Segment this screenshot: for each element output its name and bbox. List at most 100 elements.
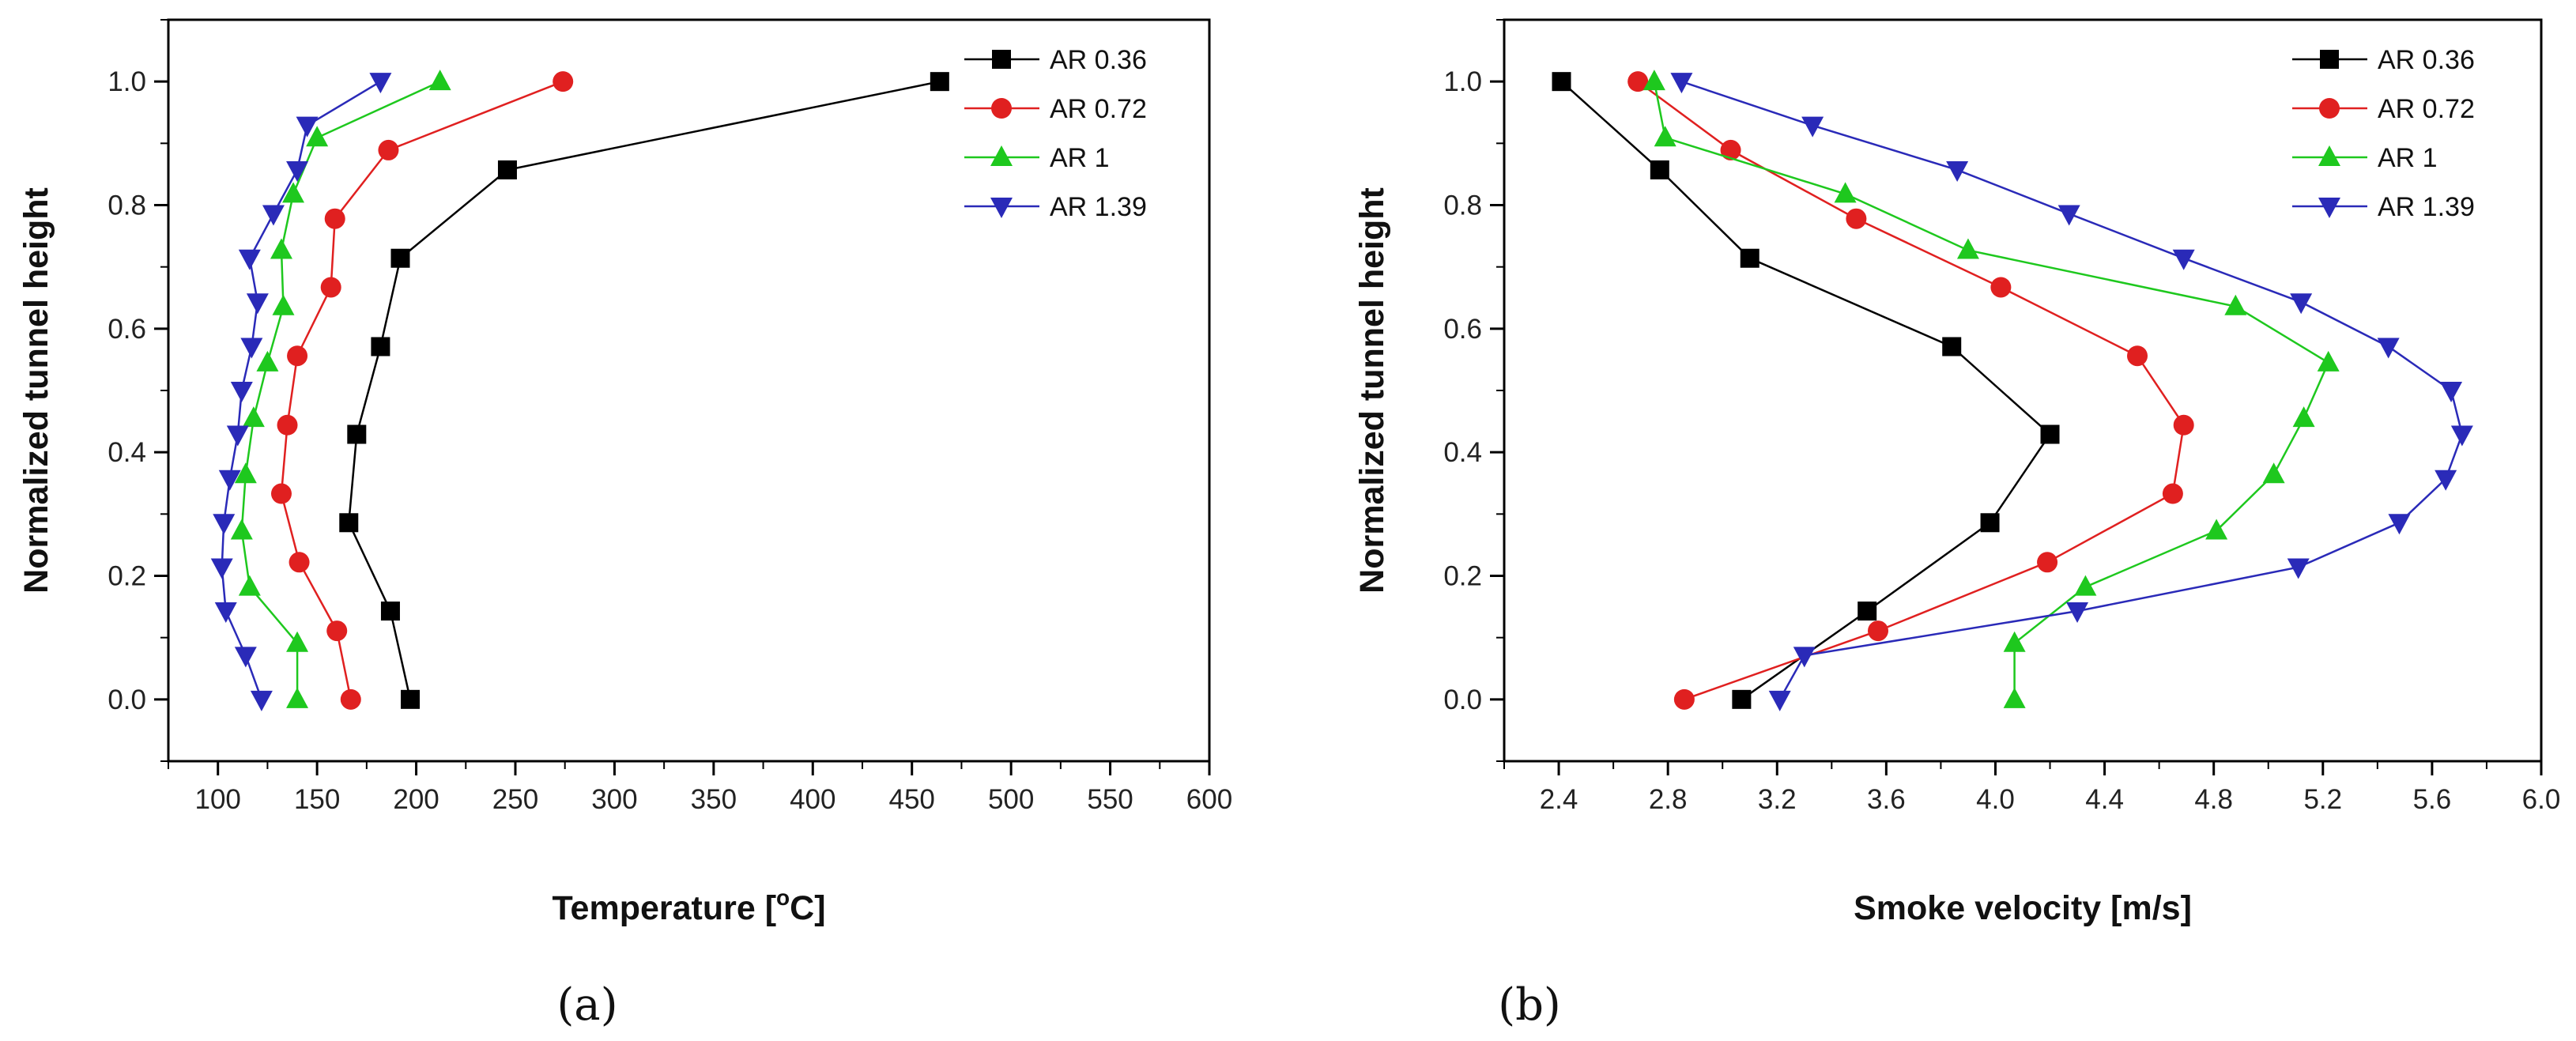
data-point — [347, 424, 367, 444]
data-point — [378, 139, 399, 160]
data-point — [2173, 414, 2194, 436]
data-point — [286, 687, 309, 708]
data-point — [1801, 116, 1824, 138]
x-tick-label: 550 — [1087, 784, 1133, 815]
series-ar-1 — [1643, 70, 2340, 708]
y-tick-label: 1.0 — [107, 66, 146, 97]
data-point — [1670, 73, 1693, 94]
x-axis-title-unit: C] — [790, 889, 825, 927]
data-point — [930, 72, 949, 92]
data-point — [1673, 688, 1695, 710]
data-point — [213, 514, 236, 535]
data-point — [1846, 208, 1867, 229]
data-point — [238, 249, 261, 270]
data-point — [1768, 690, 1791, 711]
x-tick-label: 5.2 — [2303, 784, 2342, 815]
data-point — [2127, 345, 2148, 367]
x-tick-label: 5.6 — [2413, 784, 2452, 815]
data-point — [1834, 182, 1857, 203]
data-point — [2440, 382, 2463, 402]
x-tick-label: 100 — [195, 784, 241, 815]
x-axis: 100 150 200 250 300 350 400 450 500 550 600 — [168, 761, 1232, 815]
data-point — [272, 294, 295, 315]
legend-item-ar-0-36: AR 0.36 — [964, 45, 1147, 75]
y-tick-label: 0.0 — [1443, 685, 1482, 715]
legend-item-ar-0-36: AR 0.36 — [2292, 45, 2475, 75]
x-tick-label: 2.8 — [1649, 784, 1688, 815]
data-point — [1793, 647, 1816, 668]
y-tick-label: 0.2 — [1443, 561, 1482, 592]
x-axis-title: Temperature [oC] — [552, 885, 825, 927]
data-point — [371, 337, 390, 356]
data-point — [2224, 294, 2247, 315]
data-point — [2450, 425, 2473, 447]
plot-frame — [167, 18, 1211, 763]
data-point — [2003, 631, 2026, 652]
data-point — [2057, 205, 2080, 226]
data-point — [277, 414, 298, 436]
legend-marker — [2318, 145, 2340, 166]
panel-a-temperature-chart: 100 150 200 250 300 350 400 450 500 550 6000.00.20… — [17, 18, 1232, 1031]
data-point — [1650, 160, 1669, 179]
data-point — [218, 470, 241, 491]
data-point — [286, 631, 309, 652]
x-tick-label: 2.4 — [1540, 784, 1578, 815]
series-ar-0-72 — [1627, 71, 2194, 710]
series-line — [1653, 81, 2330, 700]
y-axis-title: Normalized tunnel height — [17, 187, 55, 594]
y-tick-label: 1.0 — [1443, 66, 1482, 97]
x-tick-label: 400 — [790, 784, 835, 815]
data-point — [238, 575, 261, 596]
legend-marker — [991, 98, 1012, 119]
y-tick-label: 0.8 — [1443, 190, 1482, 221]
data-point — [1740, 248, 1759, 268]
data-point — [270, 483, 292, 504]
data-point — [289, 552, 310, 573]
data-point — [270, 238, 292, 259]
series-ar-1-39 — [1670, 73, 2473, 711]
data-point — [1552, 72, 1571, 92]
y-tick-label: 0.4 — [1443, 437, 1482, 468]
legend-marker — [990, 198, 1013, 218]
x-tick-label: 4.0 — [1976, 784, 2015, 815]
x-tick-label: 200 — [393, 784, 439, 815]
legend-label: AR 0.72 — [2378, 94, 2475, 124]
series-line — [1560, 81, 2052, 700]
series-ar-1-39 — [210, 73, 392, 711]
data-point — [2262, 462, 2285, 484]
data-point — [2290, 293, 2313, 315]
data-point — [2205, 519, 2228, 540]
x-tick-label: 6.0 — [2522, 784, 2561, 815]
legend-marker — [2320, 50, 2339, 69]
data-point — [369, 73, 392, 94]
data-point — [2377, 338, 2400, 359]
data-point — [390, 248, 410, 268]
data-point — [1643, 70, 1665, 91]
y-tick-label: 0.8 — [107, 190, 146, 221]
series-line — [240, 81, 441, 700]
legend-item-ar-0-72: AR 0.72 — [2292, 94, 2475, 124]
x-tick-label: 500 — [988, 784, 1034, 815]
data-point — [262, 205, 285, 226]
data-point — [1627, 71, 1649, 92]
data-point — [1946, 160, 1969, 182]
data-point — [2287, 558, 2310, 579]
data-point — [226, 425, 249, 447]
data-point — [1720, 139, 1741, 160]
series-line — [280, 81, 564, 700]
series-ar-1 — [230, 70, 451, 708]
data-point — [240, 338, 263, 359]
data-point — [230, 519, 253, 540]
y-tick-label: 0.2 — [107, 561, 146, 592]
data-point — [2388, 514, 2411, 535]
data-point — [2317, 350, 2340, 372]
series-ar-0-36 — [1552, 72, 2060, 709]
x-tick-label: 3.6 — [1867, 784, 1906, 815]
x-axis-title-degree: o — [776, 885, 790, 910]
data-point — [2162, 483, 2183, 504]
data-point — [214, 602, 237, 624]
data-point — [2040, 424, 2060, 444]
series-ar-0-72 — [270, 71, 574, 710]
x-tick-label: 4.8 — [2194, 784, 2233, 815]
data-point — [1654, 126, 1676, 147]
